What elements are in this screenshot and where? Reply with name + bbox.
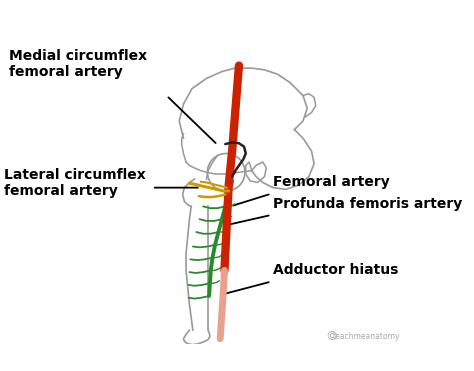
Text: Femoral artery: Femoral artery — [273, 175, 390, 189]
Text: Profunda femoris artery: Profunda femoris artery — [273, 197, 462, 211]
Text: Medial circumflex
femoral artery: Medial circumflex femoral artery — [9, 49, 146, 79]
Text: Lateral circumflex
femoral artery: Lateral circumflex femoral artery — [4, 168, 146, 198]
Text: teachmeanatomy: teachmeanatomy — [333, 332, 401, 341]
Text: ©: © — [325, 329, 337, 343]
Text: Adductor hiatus: Adductor hiatus — [273, 263, 399, 277]
